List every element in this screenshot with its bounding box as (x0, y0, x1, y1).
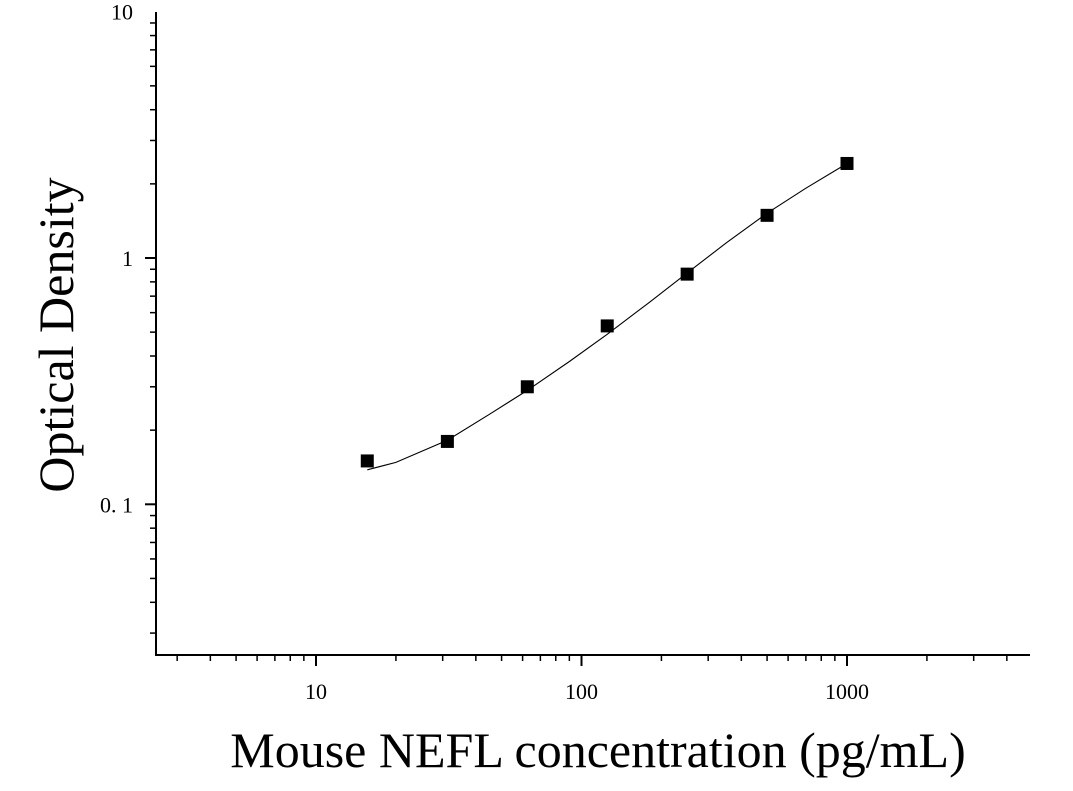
data-point (360, 454, 374, 468)
y-axis-title: Optical Density (28, 177, 84, 492)
x-tick-label: 10 (305, 679, 327, 704)
x-axis-title: Mouse NEFL concentration (pg/mL) (230, 722, 965, 778)
data-points-layer (360, 156, 854, 468)
y-tick-label: 10 (111, 0, 133, 25)
data-point (600, 319, 614, 333)
data-point (440, 434, 454, 448)
y-tick-label: 1 (122, 246, 133, 271)
data-point (760, 208, 774, 222)
fit-curve-layer (367, 163, 848, 471)
y-tick-label: 0. 1 (100, 492, 133, 517)
data-point (680, 267, 694, 281)
axes: 10 100 1000 0. 1 1 10 (100, 0, 1030, 704)
x-tick-label: 1000 (825, 679, 869, 704)
fit-curve (367, 163, 848, 471)
data-point (520, 380, 534, 394)
x-tick-label: 100 (565, 679, 598, 704)
data-point (840, 156, 854, 170)
